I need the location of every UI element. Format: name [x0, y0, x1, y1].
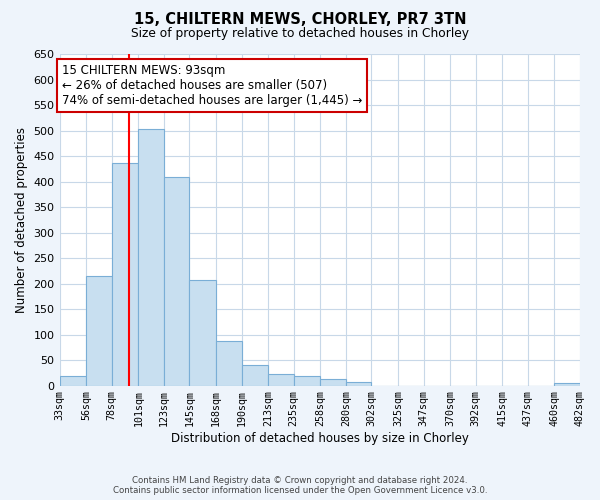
Bar: [86, 276, 112, 386]
Bar: [164, 178, 190, 386]
Bar: [139, 129, 164, 386]
Text: Contains HM Land Registry data © Crown copyright and database right 2024.
Contai: Contains HM Land Registry data © Crown c…: [113, 476, 487, 495]
Text: Size of property relative to detached houses in Chorley: Size of property relative to detached ho…: [131, 28, 469, 40]
Bar: [293, 376, 320, 386]
Bar: [346, 382, 371, 386]
Bar: [190, 280, 216, 386]
X-axis label: Distribution of detached houses by size in Chorley: Distribution of detached houses by size …: [171, 432, 469, 445]
Bar: [554, 383, 580, 386]
Bar: [59, 376, 86, 386]
Bar: [320, 379, 346, 386]
Bar: [242, 365, 268, 386]
Bar: [268, 374, 293, 386]
Y-axis label: Number of detached properties: Number of detached properties: [15, 127, 28, 313]
Text: 15, CHILTERN MEWS, CHORLEY, PR7 3TN: 15, CHILTERN MEWS, CHORLEY, PR7 3TN: [134, 12, 466, 28]
Bar: [216, 340, 242, 386]
Text: 15 CHILTERN MEWS: 93sqm
← 26% of detached houses are smaller (507)
74% of semi-d: 15 CHILTERN MEWS: 93sqm ← 26% of detache…: [62, 64, 362, 107]
Bar: [112, 162, 139, 386]
